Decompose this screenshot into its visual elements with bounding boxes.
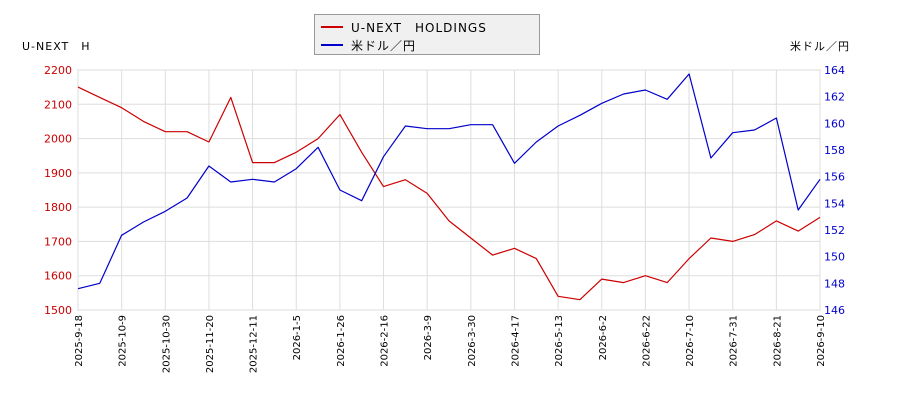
- x-axis-ticks: 2025-9-18 2025-10-9 2025-10-30 2025-11-20 20…: [74, 315, 827, 373]
- x-tick-label: 2026-3-9: [423, 315, 434, 360]
- x-tick-label: 2026-6-22: [641, 315, 652, 367]
- right-tick-label: 160: [824, 117, 845, 130]
- x-tick-label: 2026-5-13: [554, 315, 565, 367]
- x-tick-label: 2025-11-20: [205, 315, 216, 373]
- left-axis-title: U-NEXT H: [22, 40, 91, 53]
- legend-item-usdjpy: 米ドル／円: [321, 36, 416, 54]
- right-axis-title: 米ドル／円: [790, 40, 850, 53]
- left-tick-label: 1700: [44, 235, 72, 248]
- plot-area: [77, 69, 821, 311]
- x-tick-label: 2026-2-16: [380, 315, 391, 367]
- right-tick-label: 146: [824, 304, 845, 317]
- left-tick-label: 2000: [44, 133, 72, 146]
- left-tick-label: 2100: [44, 98, 72, 111]
- legend-label: 米ドル／円: [351, 38, 417, 53]
- right-tick-label: 162: [824, 91, 845, 104]
- right-tick-label: 148: [824, 277, 845, 290]
- x-tick-label: 2025-10-30: [161, 315, 172, 373]
- x-tick-label: 2025-10-9: [118, 315, 129, 367]
- x-tick-label: 2026-1-26: [336, 315, 347, 367]
- right-tick-label: 156: [824, 171, 845, 184]
- left-tick-label: 1500: [44, 304, 72, 317]
- x-tick-label: 2026-1-5: [292, 315, 303, 360]
- x-tick-label: 2025-12-11: [249, 315, 260, 373]
- left-tick-label: 1600: [44, 270, 72, 283]
- legend: U-NEXT HOLDINGS 米ドル／円: [314, 14, 540, 55]
- x-tick-label: 2026-8-21: [772, 315, 783, 367]
- series-line-unext: [77, 86, 821, 301]
- right-tick-label: 152: [824, 224, 845, 237]
- left-tick-label: 2200: [44, 64, 72, 77]
- x-tick-label: 2026-9-10: [816, 315, 827, 367]
- series-line-usdjpy: [77, 73, 821, 290]
- left-tick-label: 1900: [44, 167, 72, 180]
- legend-swatch-blue: [321, 44, 343, 46]
- legend-label: U-NEXT HOLDINGS: [351, 20, 487, 35]
- x-tick-label: 2026-3-30: [467, 315, 478, 367]
- right-tick-label: 154: [824, 197, 845, 210]
- legend-item-unext: U-NEXT HOLDINGS: [321, 18, 487, 36]
- right-axis-ticks: 146 148 150 152 154 156 158 160 162 164: [824, 64, 845, 317]
- x-tick-label: 2025-9-18: [74, 315, 85, 367]
- left-axis-ticks: 1500 1600 1700 1800 1900 2000 2100 2200: [44, 64, 72, 317]
- x-tick-label: 2026-4-17: [510, 315, 521, 367]
- x-tick-label: 2026-6-2: [598, 315, 609, 360]
- series-layer: [77, 73, 821, 301]
- right-tick-label: 150: [824, 251, 845, 264]
- legend-swatch-red: [321, 26, 343, 28]
- right-tick-label: 158: [824, 144, 845, 157]
- x-tick-label: 2026-7-31: [729, 315, 740, 367]
- left-tick-label: 1800: [44, 201, 72, 214]
- right-tick-label: 164: [824, 64, 845, 77]
- x-tick-label: 2026-7-10: [685, 315, 696, 367]
